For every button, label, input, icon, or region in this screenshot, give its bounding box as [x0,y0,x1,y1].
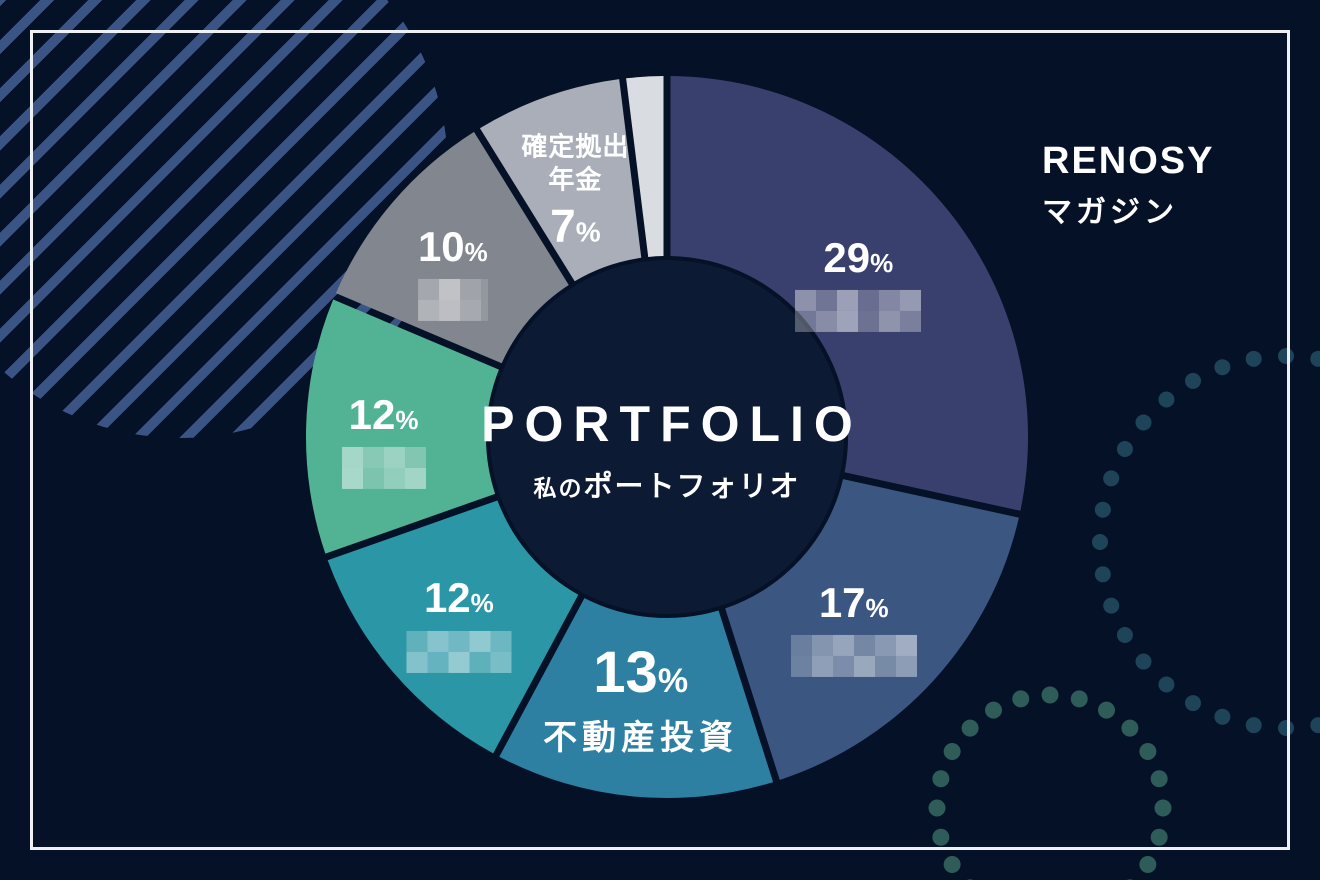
slice-name: 不動産投資 [543,719,739,758]
slice-percent: 12% [348,390,419,438]
pie-slice-10 [335,131,569,364]
masked-label-mosaic [790,634,917,677]
pie-slice-remainder [626,76,664,257]
pie-slice-12 [305,299,499,554]
chart-subtitle-main: ポートフォリオ [583,471,801,503]
masked-label-mosaic [795,289,922,332]
chart-subtitle-prefix: 私の [533,475,584,501]
masked-label-mosaic [417,278,488,321]
slice-label-13: 13% 不動産投資 [543,640,739,759]
slice-percent: 29% [823,233,894,281]
masked-label-mosaic [406,630,512,673]
pie-slice-12 [327,500,579,754]
pie-slice-29 [670,76,1029,511]
slice-percent: 13% [593,640,689,706]
slice-label-12: 12% [406,574,512,673]
slice-label-17: 17% [790,578,917,677]
masked-label-mosaic [341,446,426,489]
chart-subtitle: 私のポートフォリオ [481,463,853,505]
pie-slice-13 [499,598,774,799]
slice-percent: 17% [818,578,889,626]
renosy-magazine-logo: RENOSY マガジン [1042,140,1214,231]
slice-label-10: 10% [417,222,488,321]
pie-slice-17 [725,479,1019,780]
slice-label-29: 29% [795,233,922,332]
slice-percent: 12% [423,574,494,622]
logo-magazine-text: マガジン [1042,196,1178,229]
slice-label-7: 確定拠出年金 7% [514,131,636,250]
slice-percent: 10% [417,222,488,270]
slice-label-12: 12% [341,390,426,489]
chart-title: PORTFOLIO [481,396,863,452]
pie-slice-7 [479,79,642,282]
chart-center-label: PORTFOLIO 私のポートフォリオ [481,395,853,505]
dotted-circle-large [1092,348,1320,736]
slice-percent: 7% [550,199,601,252]
donut-center-disc [490,260,844,614]
logo-wordmark: RENOSY [1042,140,1215,182]
slice-name: 確定拠出年金 [521,131,630,195]
dotted-circle-small [928,686,1172,880]
